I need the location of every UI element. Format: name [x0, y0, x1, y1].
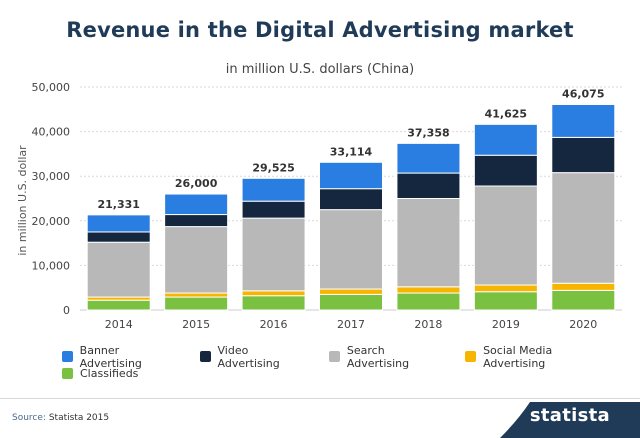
bar-segment-video-advertising — [241, 200, 306, 219]
bar-segment-search-advertising — [396, 198, 461, 288]
statista-logo[interactable]: statista — [529, 405, 610, 426]
bar-segment-video-advertising — [551, 136, 616, 174]
bar-segment-video-advertising — [396, 172, 461, 200]
bar-segment-social-media-advertising — [551, 282, 616, 291]
y-tick-label: 40,000 — [32, 126, 71, 139]
x-tick-label: 2014 — [105, 318, 133, 331]
legend-label-search: Search Advertising — [346, 343, 410, 370]
bar-segment-classifieds — [86, 299, 151, 311]
legend-label-classifieds: Classifieds — [80, 367, 139, 380]
bar-segment-video-advertising — [473, 154, 538, 187]
legend-label-social: Social Media Advertising — [483, 343, 553, 370]
bar-segment-banner-advertising — [241, 177, 306, 202]
footer-divider — [0, 398, 640, 399]
legend-label-banner: Banner Advertising — [79, 343, 142, 370]
bar-segment-social-media-advertising — [319, 288, 383, 295]
source-label: Source: — [12, 413, 46, 423]
bar-segment-banner-advertising — [473, 123, 538, 156]
chart-legend: Banner Advertising Video Advertising Sea… — [62, 344, 632, 382]
source-text: Statista 2015 — [48, 413, 110, 423]
bar-segment-banner-advertising — [396, 142, 461, 174]
y-tick-label: 50,000 — [32, 81, 71, 94]
y-tick-label: 10,000 — [32, 259, 71, 272]
bar-segment-social-media-advertising — [473, 284, 538, 293]
bar-segment-banner-advertising — [164, 193, 229, 216]
bar-segment-classifieds — [473, 291, 538, 311]
bar-segment-classifieds — [164, 296, 229, 311]
bar-total-label: 33,114 — [330, 145, 373, 158]
bar-total-label: 21,331 — [97, 198, 139, 211]
legend-swatch-banner — [62, 351, 73, 362]
legend-swatch-social — [465, 351, 477, 362]
x-tick-label: 2016 — [260, 318, 288, 331]
source-note: Source: Statista 2015 — [12, 413, 109, 423]
bar-segment-search-advertising — [473, 185, 538, 286]
x-tick-label: 2015 — [182, 318, 210, 331]
bar-segment-social-media-advertising — [396, 286, 461, 294]
chart-title: Revenue in the Digital Advertising marke… — [66, 18, 574, 42]
x-tick-label: 2019 — [492, 318, 520, 331]
x-tick-label: 2020 — [569, 318, 597, 331]
bar-segment-classifieds — [396, 292, 461, 311]
legend-row-2: Classifieds — [62, 365, 632, 382]
chart-subtitle: in million U.S. dollars (China) — [225, 62, 415, 77]
bar-segment-banner-advertising — [86, 214, 151, 233]
legend-item-classifieds[interactable]: Classifieds — [62, 367, 138, 380]
bar-segment-video-advertising — [164, 214, 229, 228]
bar-segment-social-media-advertising — [164, 292, 229, 298]
brand-band-shape — [500, 402, 640, 438]
bar-segment-social-media-advertising — [241, 290, 306, 297]
legend-swatch-search — [329, 351, 340, 362]
brand-band — [500, 402, 640, 438]
bar-total-label: 37,358 — [407, 126, 449, 139]
y-tick-label: 20,000 — [32, 215, 71, 228]
legend-swatch-video — [199, 351, 211, 362]
bar-total-label: 41,625 — [485, 107, 527, 120]
y-tick-label: 30,000 — [32, 170, 71, 183]
bar-total-label: 29,525 — [252, 161, 294, 174]
bar-segment-video-advertising — [319, 188, 383, 211]
x-tick-label: 2017 — [337, 318, 365, 331]
stacked-bar-chart: 0 10,000 20,000 30,000 40,000 50,000 in millio… — [16, 81, 622, 331]
bar-segment-search-advertising — [86, 241, 151, 298]
bar-segment-classifieds — [319, 293, 383, 311]
bar-segment-classifieds — [241, 295, 306, 311]
legend-item-search[interactable]: Search Advertising — [329, 344, 447, 370]
y-tick-label: 0 — [63, 304, 70, 317]
legend-swatch-classifieds — [62, 368, 73, 379]
bar-segment-classifieds — [551, 289, 616, 311]
bar-segment-banner-advertising — [551, 104, 616, 138]
legend-item-banner[interactable]: Banner Advertising — [62, 344, 182, 370]
x-tick-label: 2018 — [414, 318, 442, 331]
bar-segment-search-advertising — [241, 217, 306, 292]
bar-segment-search-advertising — [164, 226, 229, 294]
bar-segment-video-advertising — [86, 231, 151, 243]
y-axis-label: in million U.S. dollar — [16, 145, 29, 256]
bar-segment-search-advertising — [319, 209, 383, 290]
legend-label-video: Video Advertising — [217, 343, 280, 370]
bar-total-label: 26,000 — [175, 177, 218, 190]
bar-segment-banner-advertising — [319, 161, 383, 190]
bar-segment-search-advertising — [551, 172, 616, 284]
legend-row-1: Banner Advertising Video Advertising Sea… — [62, 344, 632, 370]
bar-total-label: 46,075 — [562, 88, 604, 101]
legend-item-social[interactable]: Social Media Advertising — [465, 344, 614, 370]
legend-item-video[interactable]: Video Advertising — [199, 343, 311, 370]
